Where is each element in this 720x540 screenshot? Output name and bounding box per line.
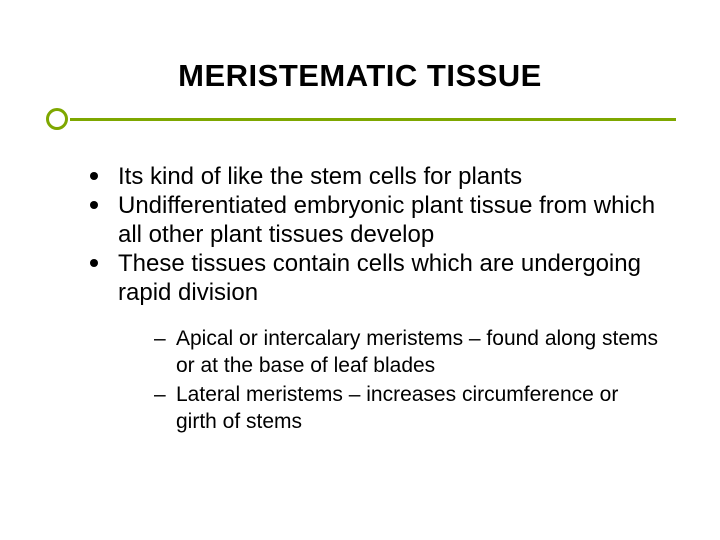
divider-line (70, 118, 676, 121)
list-item: Its kind of like the stem cells for plan… (90, 162, 660, 191)
sub-bullet-list: Apical or intercalary meristems – found … (154, 325, 660, 435)
list-item: Undifferentiated embryonic plant tissue … (90, 191, 660, 249)
list-item: Apical or intercalary meristems – found … (154, 325, 660, 379)
sub-bullet-text: Lateral meristems – increases circumfere… (176, 383, 618, 433)
main-bullet-list: Its kind of like the stem cells for plan… (90, 162, 660, 435)
list-item: These tissues contain cells which are un… (90, 249, 660, 435)
bullet-text: Its kind of like the stem cells for plan… (118, 163, 522, 190)
slide: MERISTEMATIC TISSUE Its kind of like the… (0, 0, 720, 540)
slide-title: MERISTEMATIC TISSUE (0, 0, 720, 108)
title-divider (0, 114, 720, 134)
sub-bullet-text: Apical or intercalary meristems – found … (176, 327, 658, 377)
bullet-text: These tissues contain cells which are un… (118, 250, 641, 306)
list-item: Lateral meristems – increases circumfere… (154, 381, 660, 435)
accent-circle-icon (46, 108, 68, 130)
bullet-text: Undifferentiated embryonic plant tissue … (118, 192, 655, 248)
slide-content: Its kind of like the stem cells for plan… (0, 134, 720, 435)
